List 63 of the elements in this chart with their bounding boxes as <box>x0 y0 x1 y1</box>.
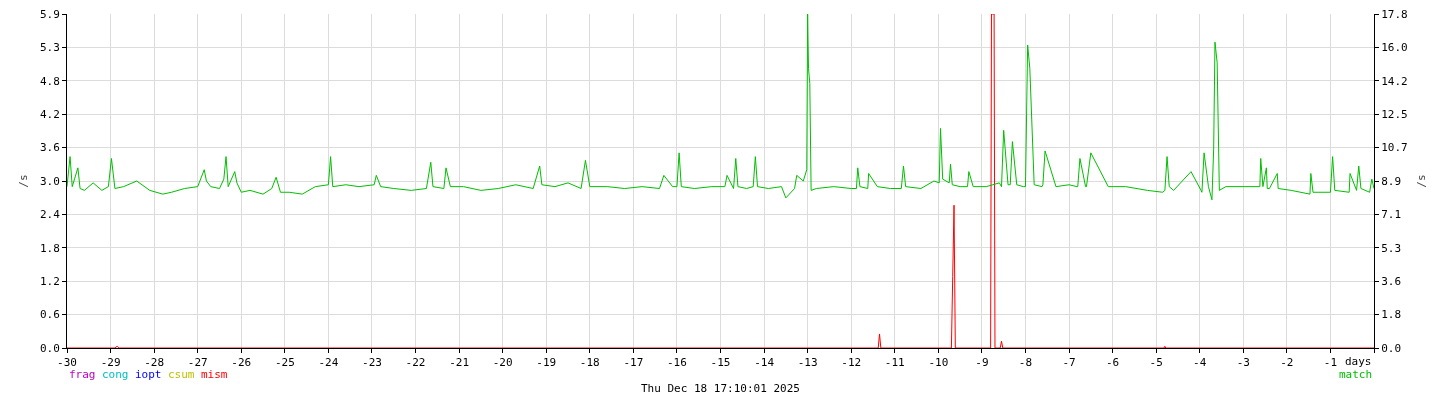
x-tick-label: -19 <box>536 356 557 370</box>
x-tick-label: -26 <box>231 356 252 370</box>
x-tick-label: -13 <box>797 356 818 370</box>
x-tick-label: -24 <box>318 356 339 370</box>
x-tick-label: -10 <box>928 356 949 370</box>
x-tick-label: -25 <box>274 356 295 370</box>
y2-tick-label: 0.0 <box>1381 341 1402 355</box>
x-tick-label: -30 <box>57 356 77 370</box>
legend-label: frag <box>69 368 96 381</box>
x-tick-label: -4 <box>1193 356 1207 370</box>
y2-tick-label: 5.3 <box>1381 241 1402 255</box>
text: match <box>1339 368 1373 381</box>
x-tick-label: -2 <box>1280 356 1294 370</box>
text: Thu Dec 18 17:10:01 2025 <box>641 382 800 395</box>
y-tick-label: 4.2 <box>39 108 60 122</box>
x-tick-label: -11 <box>884 356 905 370</box>
legend-label: cong <box>102 368 129 381</box>
y2-tick-label: 14.2 <box>1381 74 1408 88</box>
x-tick-label: -17 <box>623 356 644 370</box>
x-tick-label: -3 <box>1236 356 1250 370</box>
x-tick-label: -8 <box>1018 356 1033 370</box>
x-tick-label: -12 <box>841 356 862 370</box>
x-axis-title: days <box>1345 355 1372 368</box>
y-tick-label: 1.8 <box>39 241 60 255</box>
x-tick-label: -20 <box>492 356 513 370</box>
y-tick-label: 2.4 <box>39 208 61 222</box>
x-tick-label: -15 <box>710 356 731 370</box>
y-tick-label: 3.0 <box>39 174 60 188</box>
y-tick-label: 5.3 <box>39 41 60 55</box>
legend-label: iopt <box>135 368 162 381</box>
series-label: mism <box>201 368 228 381</box>
y-tick-label: 5.9 <box>39 7 60 21</box>
y-tick-label: 0.6 <box>39 308 60 322</box>
y-tick-label: 1.2 <box>39 275 60 289</box>
y2-tick-label: 12.5 <box>1381 108 1408 122</box>
x-tick-label: -28 <box>144 356 165 370</box>
y2-tick-label: 7.1 <box>1381 208 1402 222</box>
x-tick-label: -18 <box>579 356 600 370</box>
y-tick-label: 4.8 <box>39 74 60 88</box>
y-tick-label: 3.6 <box>39 141 60 155</box>
y2-axis-title: /s <box>1414 174 1428 188</box>
y-tick-label: 0.0 <box>39 341 60 355</box>
x-tick-label: -23 <box>362 356 382 370</box>
line-series <box>67 14 1374 201</box>
x-tick-label: -21 <box>449 356 470 370</box>
x-tick-label: -27 <box>187 356 208 370</box>
x-tick-label: -9 <box>975 356 989 370</box>
y2-tick-label: 8.9 <box>1381 174 1402 188</box>
x-tick-label: -7 <box>1062 356 1076 370</box>
x-tick-label: -29 <box>100 356 121 370</box>
x-tick-label: -6 <box>1105 356 1120 370</box>
y2-tick-label: 17.8 <box>1381 7 1408 21</box>
x-tick-label: -14 <box>754 356 775 370</box>
y-axis-title: /s <box>16 174 30 188</box>
legend-label: csum <box>168 368 195 381</box>
y2-tick-label: 3.6 <box>1381 275 1402 289</box>
y2-tick-label: 10.7 <box>1381 141 1408 155</box>
x-tick-label: -5 <box>1149 356 1163 370</box>
y2-tick-label: 16.0 <box>1381 41 1408 55</box>
x-tick-label: -22 <box>405 356 426 370</box>
y2-tick-label: 1.8 <box>1381 308 1402 322</box>
x-tick-label: -16 <box>666 356 687 370</box>
x-tick-label: -1 <box>1323 356 1338 370</box>
